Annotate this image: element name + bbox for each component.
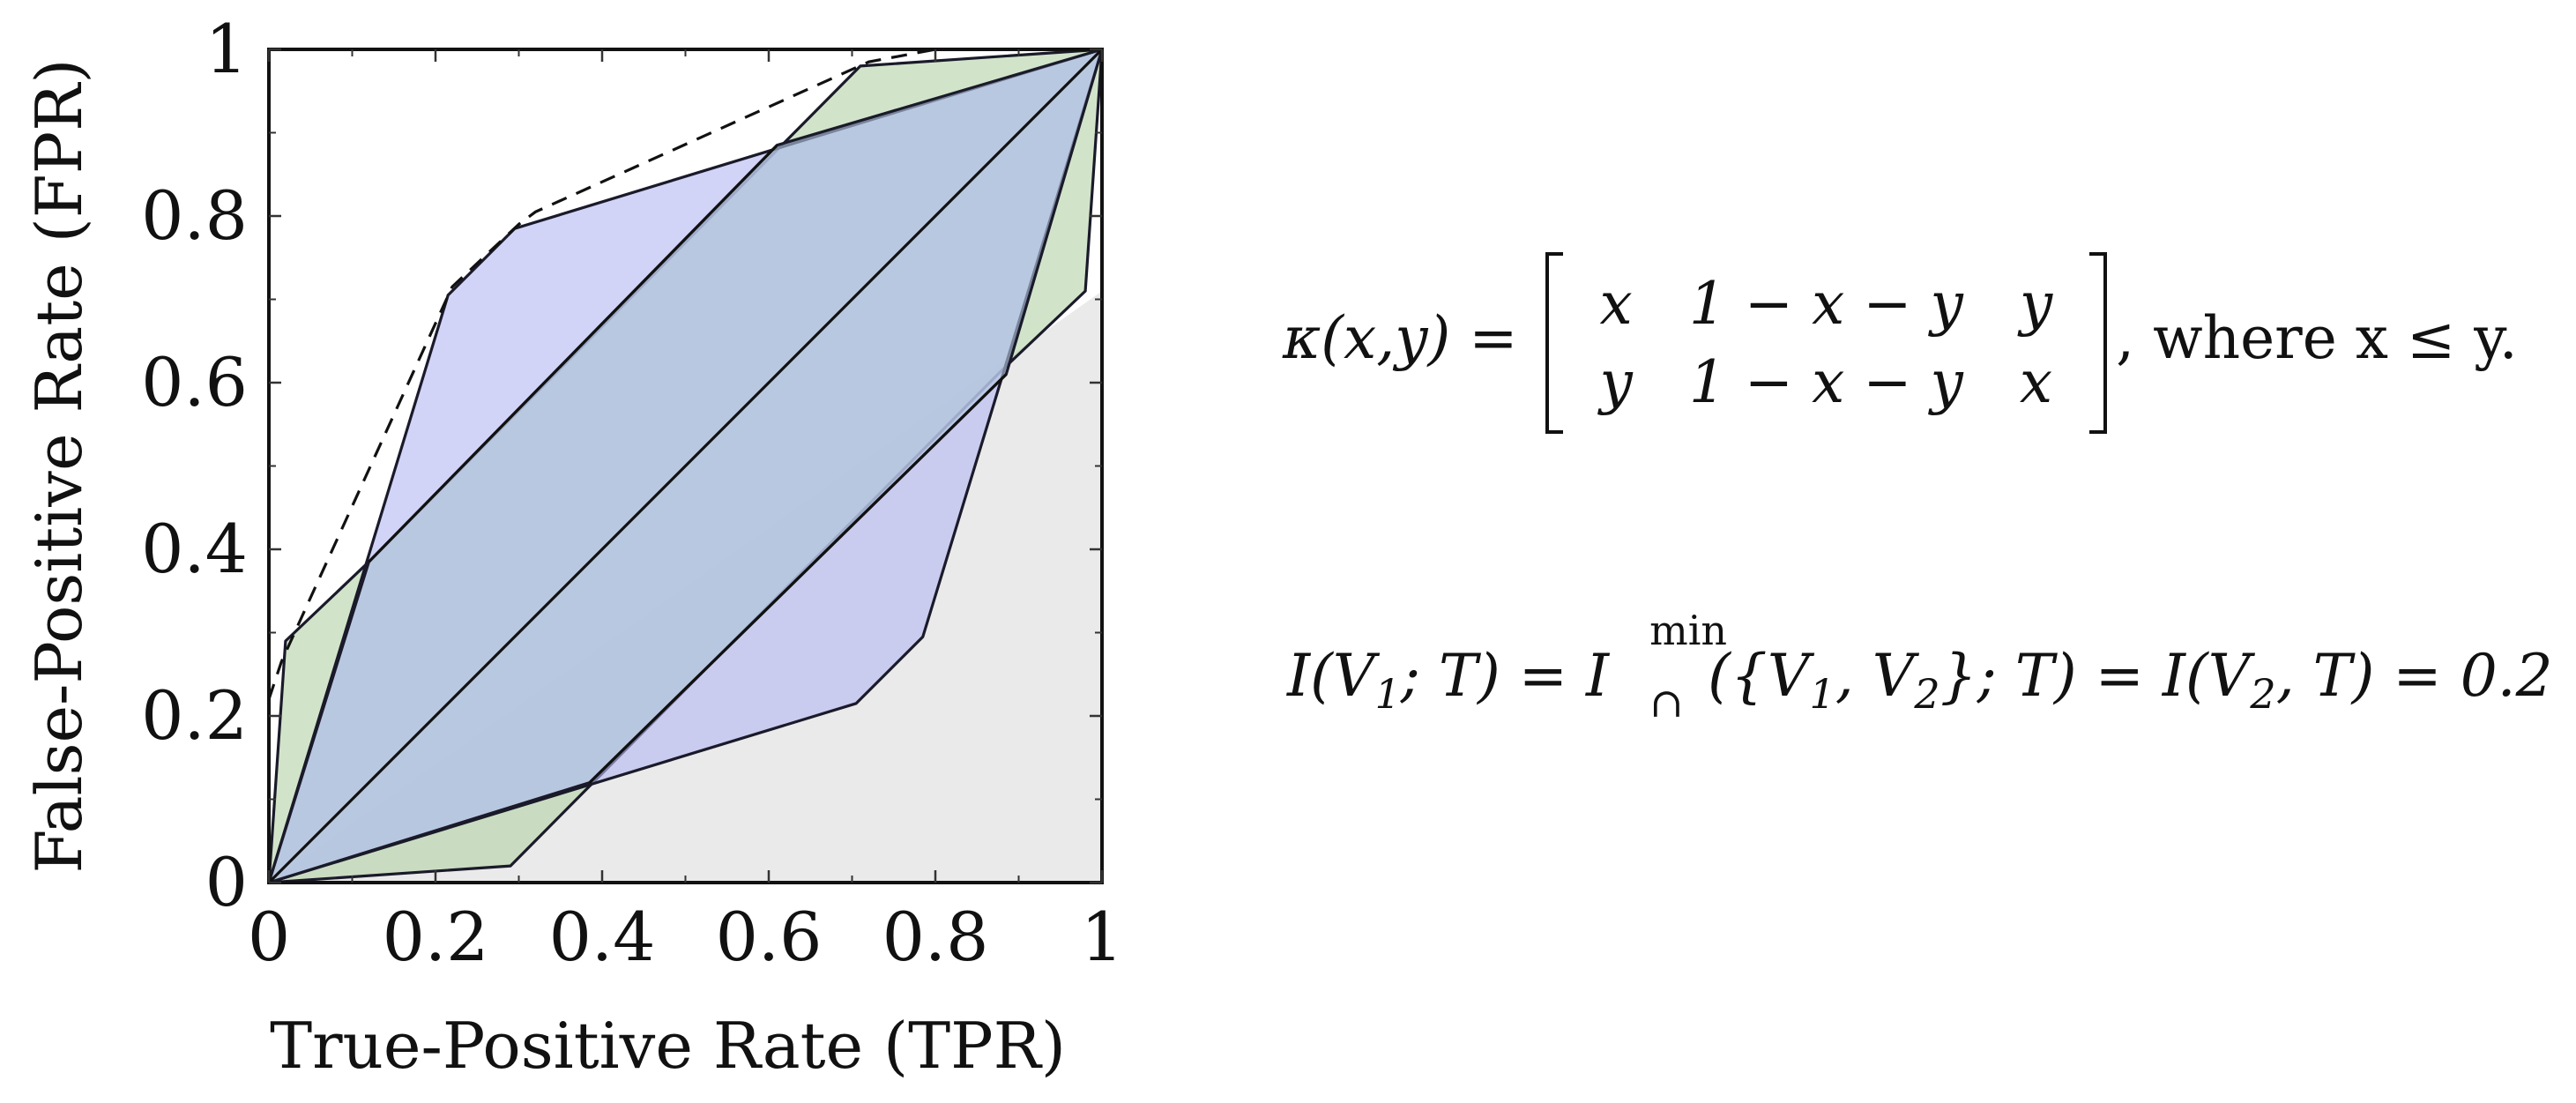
matrix-cell: x (2019, 348, 2053, 416)
y-tick-label: 0.6 (141, 343, 248, 421)
kappa-symbol: κ (1283, 304, 1322, 372)
line-6 (368, 144, 778, 563)
x-tick-label: 0.8 (882, 898, 989, 976)
matrix-cell: y (2019, 270, 2053, 338)
axis-ticks: 00 0.2 0.2 0.4 0.4 0.6 0.6 0.8 0.8 1 1 (141, 10, 1123, 976)
y-tick-label: 0.2 (141, 676, 248, 755)
kappa-formula: κ(x,y) = x 1 − x − y y y 1 − x − y x , w… (1283, 252, 2518, 434)
kappa-matrix: x 1 − x − y y y 1 − x − y x (1545, 252, 2108, 434)
line-7 (588, 373, 1008, 784)
y-tick-label: 1 (205, 10, 248, 88)
x-tick-label: 0.4 (549, 898, 656, 976)
formula-part: ({V (1708, 642, 1810, 710)
operator-script: min ∩ (1609, 607, 1727, 727)
matrix-cell: 1 − x − y (1688, 270, 1963, 338)
operator-superscript: min (1649, 607, 1728, 654)
matrix-cell: x (1599, 270, 1633, 338)
formula-subscript: 1 (1809, 670, 1835, 719)
matrix-cell: 1 − x − y (1688, 348, 1963, 416)
x-tick-label: 0.6 (716, 898, 823, 976)
formula-subscript: 2 (1914, 670, 1940, 719)
formula-part: }; T) = I(V (1939, 642, 2251, 710)
plot-area (267, 48, 1104, 884)
y-tick-label: 0 (205, 843, 248, 921)
matrix-cell: y (1599, 348, 1633, 416)
formula-part: , T) = 0.2 (2275, 642, 2553, 710)
line-5 (267, 48, 1104, 884)
y-tick-label: 0.8 (141, 176, 248, 255)
operator-subscript: ∩ (1649, 679, 1684, 727)
formula-part: , V (1835, 642, 1915, 710)
y-axis-label: False-Positive Rate (FPR) (22, 59, 96, 874)
x-tick-label: 0.2 (383, 898, 489, 976)
x-tick-label: 0 (248, 898, 290, 976)
x-axis-label: True-Positive Rate (TPR) (270, 1009, 1066, 1083)
kappa-condition: , where x ≤ y. (2116, 304, 2518, 372)
x-tick-label: 1 (1081, 898, 1123, 976)
roc-chart: 00 0.2 0.2 0.4 0.4 0.6 0.6 0.8 0.8 1 1 True-Positi… (22, 10, 1123, 1083)
formula-part: I(V (1287, 642, 1375, 710)
kappa-args: (x,y) = (1321, 304, 1518, 372)
formula-subscript: 2 (2250, 670, 2276, 719)
y-tick-label: 0.4 (141, 510, 248, 588)
formula-subscript: 1 (1374, 670, 1401, 719)
formula-part: ; T) = I (1400, 642, 1610, 710)
